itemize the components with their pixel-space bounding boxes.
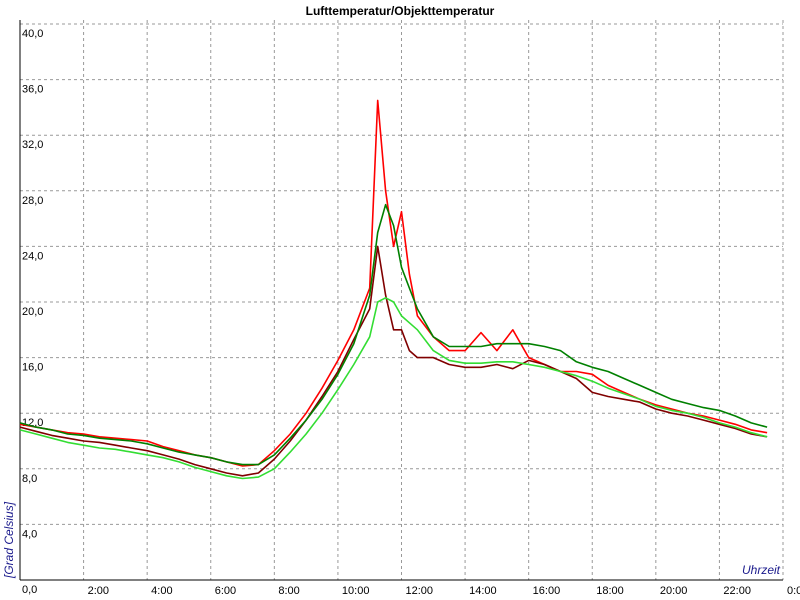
x-tick-label: 18:00 bbox=[596, 585, 624, 597]
y-tick-label: 32,0 bbox=[22, 139, 43, 151]
series-line bbox=[19, 245, 768, 477]
y-tick-label: 8,0 bbox=[22, 473, 37, 485]
y-tick-label: 4,0 bbox=[22, 528, 37, 540]
y-tick-label: 24,0 bbox=[22, 250, 43, 262]
x-tick-label: 20:00 bbox=[660, 585, 688, 597]
y-tick-label: 0,0 bbox=[22, 584, 37, 596]
x-tick-label: 8:00 bbox=[278, 585, 299, 597]
x-tick-label: 2:00 bbox=[88, 585, 109, 597]
x-tick-label: 22:00 bbox=[723, 585, 751, 597]
x-axis-label: Uhrzeit bbox=[742, 563, 781, 577]
y-tick-label: 20,0 bbox=[22, 306, 43, 318]
y-tick-label: 28,0 bbox=[22, 195, 43, 207]
x-tick-label: 14:00 bbox=[469, 585, 497, 597]
x-tick-label: 12:00 bbox=[406, 585, 434, 597]
series-line bbox=[19, 203, 768, 466]
chart-title: Lufttemperatur/Objekttemperatur bbox=[306, 4, 495, 18]
y-tick-label: 36,0 bbox=[22, 84, 43, 96]
x-tick-label: 6:00 bbox=[215, 585, 236, 597]
x-tick-label: 10:00 bbox=[342, 585, 370, 597]
x-tick-label: 0:00 bbox=[787, 585, 800, 597]
x-tick-label: 4:00 bbox=[151, 585, 172, 597]
series-line bbox=[19, 297, 768, 480]
y-tick-label: 40,0 bbox=[22, 28, 43, 40]
y-axis-label: [Grad Celsius] bbox=[2, 501, 16, 579]
y-tick-label: 16,0 bbox=[22, 362, 43, 374]
x-tick-label: 16:00 bbox=[533, 585, 561, 597]
